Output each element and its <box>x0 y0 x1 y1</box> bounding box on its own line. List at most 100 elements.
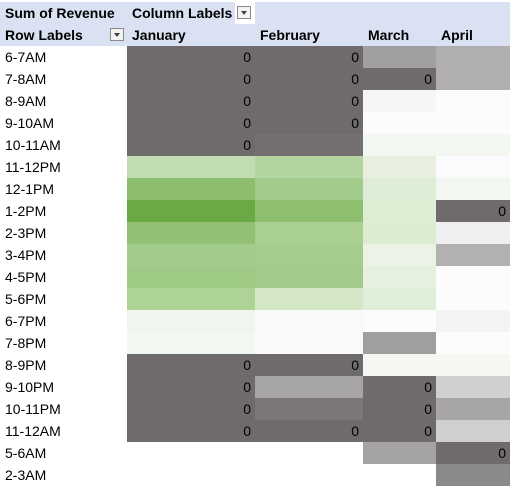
cell-march[interactable] <box>363 178 436 200</box>
cell-april[interactable]: 0 <box>436 442 510 464</box>
cell-march[interactable] <box>363 112 436 134</box>
cell-february[interactable]: 0 <box>255 68 363 90</box>
cell-march[interactable] <box>363 200 436 222</box>
cell-january[interactable] <box>127 288 255 310</box>
cell-february[interactable] <box>255 332 363 354</box>
cell-april[interactable] <box>436 244 510 266</box>
cell-april[interactable] <box>436 398 510 420</box>
cell-january[interactable] <box>127 156 255 178</box>
row-label[interactable]: 4-5PM <box>5 269 47 285</box>
row-label[interactable]: 5-6AM <box>5 445 47 461</box>
cell-april[interactable] <box>436 68 510 90</box>
row-label[interactable]: 9-10PM <box>5 379 55 395</box>
row-label[interactable]: 8-9AM <box>5 93 47 109</box>
column-header-april[interactable]: April <box>436 24 510 46</box>
cell-april[interactable] <box>436 420 510 442</box>
cell-february[interactable] <box>255 310 363 332</box>
cell-january[interactable] <box>127 464 255 486</box>
cell-february[interactable] <box>255 464 363 486</box>
cell-march[interactable] <box>363 464 436 486</box>
row-labels-filter-dropdown-icon[interactable] <box>110 28 124 41</box>
cell-february[interactable] <box>255 376 363 398</box>
cell-february[interactable]: 0 <box>255 112 363 134</box>
column-labels-filter-dropdown-icon[interactable] <box>237 6 251 19</box>
cell-march[interactable] <box>363 442 436 464</box>
cell-january[interactable]: 0 <box>127 134 255 156</box>
cell-march[interactable] <box>363 310 436 332</box>
row-label[interactable]: 2-3AM <box>5 467 47 483</box>
cell-january[interactable]: 0 <box>127 46 255 68</box>
cell-february[interactable] <box>255 156 363 178</box>
cell-january[interactable]: 0 <box>127 90 255 112</box>
row-label[interactable]: 11-12PM <box>5 159 61 175</box>
column-header-february[interactable]: February <box>255 24 363 46</box>
cell-february[interactable] <box>255 398 363 420</box>
row-label[interactable]: 5-6PM <box>5 291 47 307</box>
cell-april[interactable] <box>436 134 510 156</box>
cell-march[interactable] <box>363 46 436 68</box>
cell-april[interactable] <box>436 266 510 288</box>
cell-march[interactable] <box>363 288 436 310</box>
row-label[interactable]: 10-11PM <box>5 401 61 417</box>
cell-january[interactable] <box>127 200 255 222</box>
cell-march[interactable] <box>363 332 436 354</box>
cell-february[interactable] <box>255 200 363 222</box>
cell-february[interactable] <box>255 222 363 244</box>
cell-march[interactable] <box>363 266 436 288</box>
row-label[interactable]: 8-9PM <box>5 357 47 373</box>
cell-february[interactable]: 0 <box>255 354 363 376</box>
cell-february[interactable]: 0 <box>255 46 363 68</box>
cell-april[interactable] <box>436 354 510 376</box>
cell-february[interactable] <box>255 134 363 156</box>
cell-february[interactable] <box>255 288 363 310</box>
cell-march[interactable] <box>363 222 436 244</box>
cell-february[interactable] <box>255 442 363 464</box>
cell-january[interactable] <box>127 332 255 354</box>
row-label[interactable]: 7-8PM <box>5 335 47 351</box>
cell-january[interactable]: 0 <box>127 112 255 134</box>
cell-april[interactable] <box>436 90 510 112</box>
cell-march[interactable] <box>363 354 436 376</box>
cell-january[interactable] <box>127 442 255 464</box>
cell-january[interactable]: 0 <box>127 420 255 442</box>
row-label[interactable]: 7-8AM <box>5 71 47 87</box>
cell-january[interactable] <box>127 266 255 288</box>
cell-february[interactable]: 0 <box>255 90 363 112</box>
cell-april[interactable] <box>436 178 510 200</box>
cell-january[interactable]: 0 <box>127 68 255 90</box>
cell-january[interactable]: 0 <box>127 354 255 376</box>
cell-january[interactable] <box>127 178 255 200</box>
cell-february[interactable]: 0 <box>255 420 363 442</box>
row-label[interactable]: 3-4PM <box>5 247 47 263</box>
cell-january[interactable] <box>127 222 255 244</box>
cell-february[interactable] <box>255 244 363 266</box>
row-label[interactable]: 10-11AM <box>5 137 61 153</box>
cell-april[interactable] <box>436 112 510 134</box>
row-label[interactable]: 2-3PM <box>5 225 47 241</box>
row-label[interactable]: 12-1PM <box>5 181 55 197</box>
column-header-march[interactable]: March <box>363 24 436 46</box>
row-label[interactable]: 11-12AM <box>5 423 61 439</box>
cell-january[interactable] <box>127 244 255 266</box>
cell-april[interactable] <box>436 332 510 354</box>
cell-march[interactable]: 0 <box>363 68 436 90</box>
cell-april[interactable] <box>436 222 510 244</box>
row-label[interactable]: 6-7AM <box>5 49 47 65</box>
row-label[interactable]: 9-10AM <box>5 115 55 131</box>
cell-april[interactable] <box>436 156 510 178</box>
cell-march[interactable] <box>363 244 436 266</box>
row-label[interactable]: 6-7PM <box>5 313 47 329</box>
cell-january[interactable] <box>127 310 255 332</box>
row-label[interactable]: 1-2PM <box>5 203 47 219</box>
cell-april[interactable]: 0 <box>436 200 510 222</box>
cell-march[interactable]: 0 <box>363 376 436 398</box>
cell-april[interactable] <box>436 464 510 486</box>
cell-march[interactable] <box>363 90 436 112</box>
cell-february[interactable] <box>255 178 363 200</box>
cell-march[interactable] <box>363 134 436 156</box>
cell-april[interactable] <box>436 46 510 68</box>
cell-april[interactable] <box>436 310 510 332</box>
cell-january[interactable]: 0 <box>127 376 255 398</box>
cell-february[interactable] <box>255 266 363 288</box>
column-header-january[interactable]: January <box>127 24 255 46</box>
